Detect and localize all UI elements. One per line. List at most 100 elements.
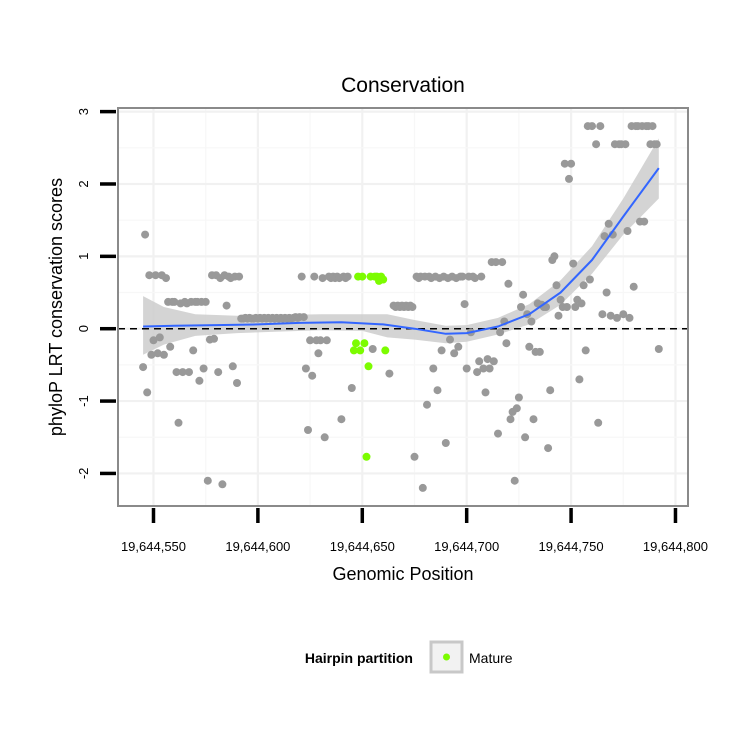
data-point	[619, 310, 628, 319]
data-point	[306, 336, 315, 345]
data-point	[153, 349, 162, 358]
data-point	[481, 388, 490, 397]
smooth-fit-layer	[143, 167, 660, 335]
data-point	[446, 335, 454, 344]
data-point	[450, 349, 459, 358]
mature-point	[358, 272, 367, 281]
mature-point	[364, 362, 373, 371]
data-point	[550, 252, 559, 261]
data-point	[525, 342, 534, 351]
data-point	[489, 357, 498, 366]
data-point	[560, 159, 569, 168]
data-point	[648, 122, 657, 131]
data-point	[170, 297, 179, 306]
data-point	[471, 274, 479, 283]
data-point	[195, 376, 204, 385]
data-point	[316, 336, 325, 345]
mature-point	[360, 339, 369, 348]
data-point	[554, 311, 563, 320]
data-point	[343, 272, 352, 281]
mature-point	[352, 339, 360, 348]
data-point	[479, 364, 488, 373]
data-point	[166, 342, 175, 351]
data-point	[621, 140, 630, 149]
data-point	[314, 349, 323, 358]
data-point	[222, 301, 231, 310]
data-point	[654, 345, 663, 353]
data-point	[598, 310, 607, 319]
data-point	[433, 386, 442, 395]
data-point	[203, 476, 212, 485]
data-point	[139, 363, 148, 372]
data-point	[600, 232, 609, 241]
data-point	[552, 281, 561, 290]
data-point	[408, 303, 417, 311]
data-point	[567, 159, 576, 168]
mature-point	[356, 346, 365, 355]
legend-title: Hairpin partition	[305, 650, 413, 666]
data-point	[498, 258, 507, 267]
data-point	[460, 300, 469, 309]
data-point	[233, 379, 241, 387]
data-point	[640, 217, 649, 226]
data-point	[602, 288, 611, 297]
data-point	[418, 483, 427, 492]
data-point	[199, 364, 208, 373]
data-point	[629, 282, 638, 291]
data-point	[147, 350, 156, 359]
data-point	[218, 480, 227, 489]
data-point	[575, 375, 584, 384]
data-point	[228, 362, 237, 371]
data-point	[473, 368, 482, 377]
data-point	[502, 339, 511, 348]
data-point	[441, 439, 450, 447]
data-point	[571, 303, 580, 311]
data-point	[304, 426, 312, 434]
data-point	[625, 313, 634, 322]
data-point	[429, 364, 438, 373]
y-tick-label: 1	[76, 253, 91, 260]
data-point	[504, 279, 513, 288]
y-tick-label: 2	[76, 180, 91, 187]
data-point	[569, 259, 578, 268]
legend-label-mature: Mature	[469, 650, 513, 666]
data-point	[299, 313, 308, 322]
data-point	[577, 299, 586, 308]
x-tick-label: 19,644,800	[643, 539, 708, 554]
data-point	[594, 418, 603, 427]
x-axis: 19,644,550 19,644,600 19,644,650 19,644,700…	[121, 508, 708, 554]
data-point	[301, 364, 310, 373]
y-tick-label: -2	[76, 468, 91, 480]
data-point	[310, 272, 319, 281]
data-point	[322, 336, 331, 345]
scatter-points	[139, 122, 663, 492]
data-point	[623, 227, 632, 235]
data-point	[437, 346, 446, 355]
data-point	[565, 174, 573, 183]
y-tick-label: 0	[76, 325, 91, 332]
data-point	[506, 415, 515, 424]
data-point	[189, 346, 198, 355]
data-point	[149, 336, 158, 345]
data-point	[318, 274, 327, 283]
mature-point	[349, 346, 358, 355]
confidence-ribbon-layer	[143, 138, 659, 355]
data-point	[485, 364, 494, 373]
data-point	[496, 328, 505, 337]
y-axis-title: phyloP LRT conservation scores	[46, 178, 66, 436]
data-point	[556, 295, 565, 304]
data-point	[141, 230, 150, 239]
confidence-ribbon	[143, 138, 659, 355]
data-point	[214, 368, 223, 377]
data-point	[385, 369, 394, 378]
data-point	[588, 122, 596, 131]
plot-panel-border	[117, 107, 689, 507]
data-point	[613, 313, 621, 322]
legend: Hairpin partition Mature	[305, 640, 513, 674]
data-point	[581, 346, 590, 355]
data-point	[477, 272, 486, 281]
y-axis: -2 -1 0 1 2 3	[76, 108, 116, 479]
data-point	[423, 400, 431, 409]
